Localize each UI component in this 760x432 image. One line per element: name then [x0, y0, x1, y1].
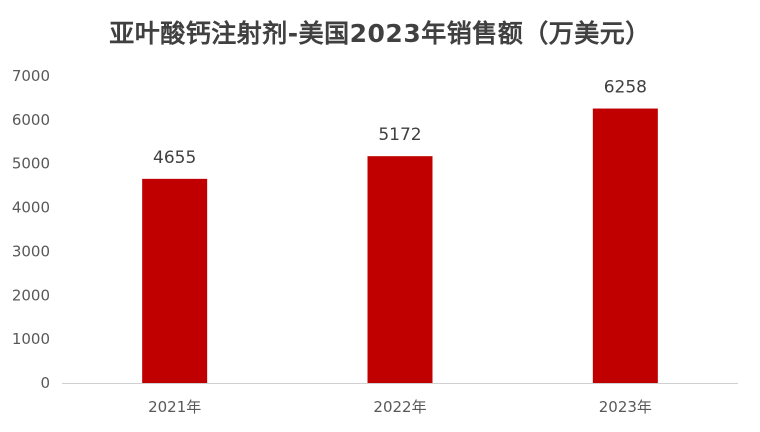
y-tick-label: 5000 — [12, 155, 50, 173]
y-tick-label: 0 — [40, 374, 50, 392]
y-tick-label: 4000 — [12, 199, 50, 217]
data-label: 6258 — [604, 78, 647, 98]
bar-2021年 — [142, 178, 208, 383]
data-label: 4655 — [153, 148, 196, 168]
y-tick-label: 1000 — [12, 330, 50, 348]
chart-title: 亚叶酸钙注射剂-美国2023年销售额（万美元） — [109, 19, 651, 48]
x-tick-label: 2022年 — [373, 398, 426, 416]
bar-2022年 — [367, 156, 433, 383]
x-tick-label: 2021年 — [148, 398, 201, 416]
y-tick-label: 3000 — [12, 242, 50, 260]
y-tick-label: 2000 — [12, 286, 50, 304]
y-tick-label: 7000 — [12, 67, 50, 85]
bar-2023年 — [592, 108, 658, 384]
y-tick-label: 6000 — [12, 111, 50, 129]
x-tick-label: 2023年 — [599, 398, 652, 416]
data-label: 5172 — [378, 125, 421, 145]
